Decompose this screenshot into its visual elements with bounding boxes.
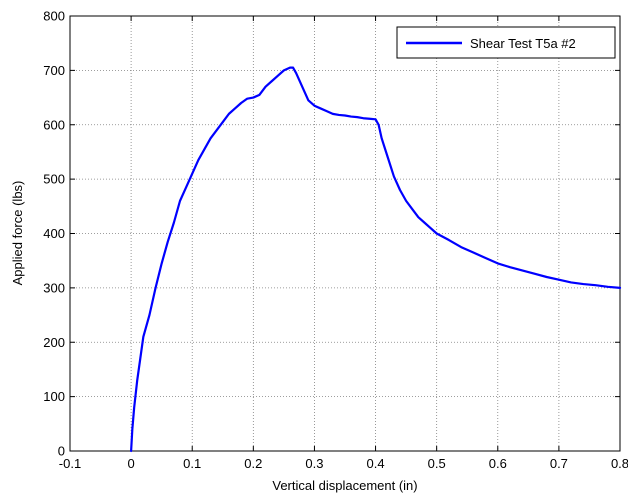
grid-lines	[70, 16, 620, 451]
legend-label-shear-test: Shear Test T5a #2	[470, 36, 576, 51]
x-tick-label: 0.4	[367, 456, 385, 471]
y-axis-label: Applied force (lbs)	[10, 181, 25, 286]
x-tick-label: 0.1	[183, 456, 201, 471]
x-tick-label: 0.6	[489, 456, 507, 471]
plot-area	[70, 16, 620, 451]
series-group	[130, 66, 622, 453]
x-tick-labels: -0.1 0 0.1 0.2 0.3 0.4 0.5 0.6 0.7 0.8	[59, 456, 628, 471]
y-tick-label: 400	[43, 226, 65, 241]
x-tick-label: 0.2	[244, 456, 262, 471]
x-tick-label: 0.7	[550, 456, 568, 471]
x-tick-label: 0	[127, 456, 134, 471]
y-tick-label: 0	[58, 444, 65, 459]
x-tick-label: -0.1	[59, 456, 81, 471]
y-tick-label: 600	[43, 117, 65, 132]
y-tick-label: 200	[43, 335, 65, 350]
y-tick-label: 700	[43, 63, 65, 78]
axis-ticks	[69, 15, 621, 452]
y-tick-label: 800	[43, 9, 65, 24]
x-tick-label: 0.8	[611, 456, 628, 471]
x-axis-label: Vertical displacement (in)	[272, 478, 417, 493]
y-tick-label: 300	[43, 280, 65, 295]
x-tick-label: 0.5	[428, 456, 446, 471]
x-tick-label: 0.3	[305, 456, 323, 471]
series-line-0	[130, 66, 622, 453]
y-tick-label: 500	[43, 172, 65, 187]
y-tick-label: 100	[43, 389, 65, 404]
legend: Shear Test T5a #2	[396, 26, 616, 59]
y-tick-labels: 0 100 200 300 400 500 600 700 800	[43, 9, 65, 459]
